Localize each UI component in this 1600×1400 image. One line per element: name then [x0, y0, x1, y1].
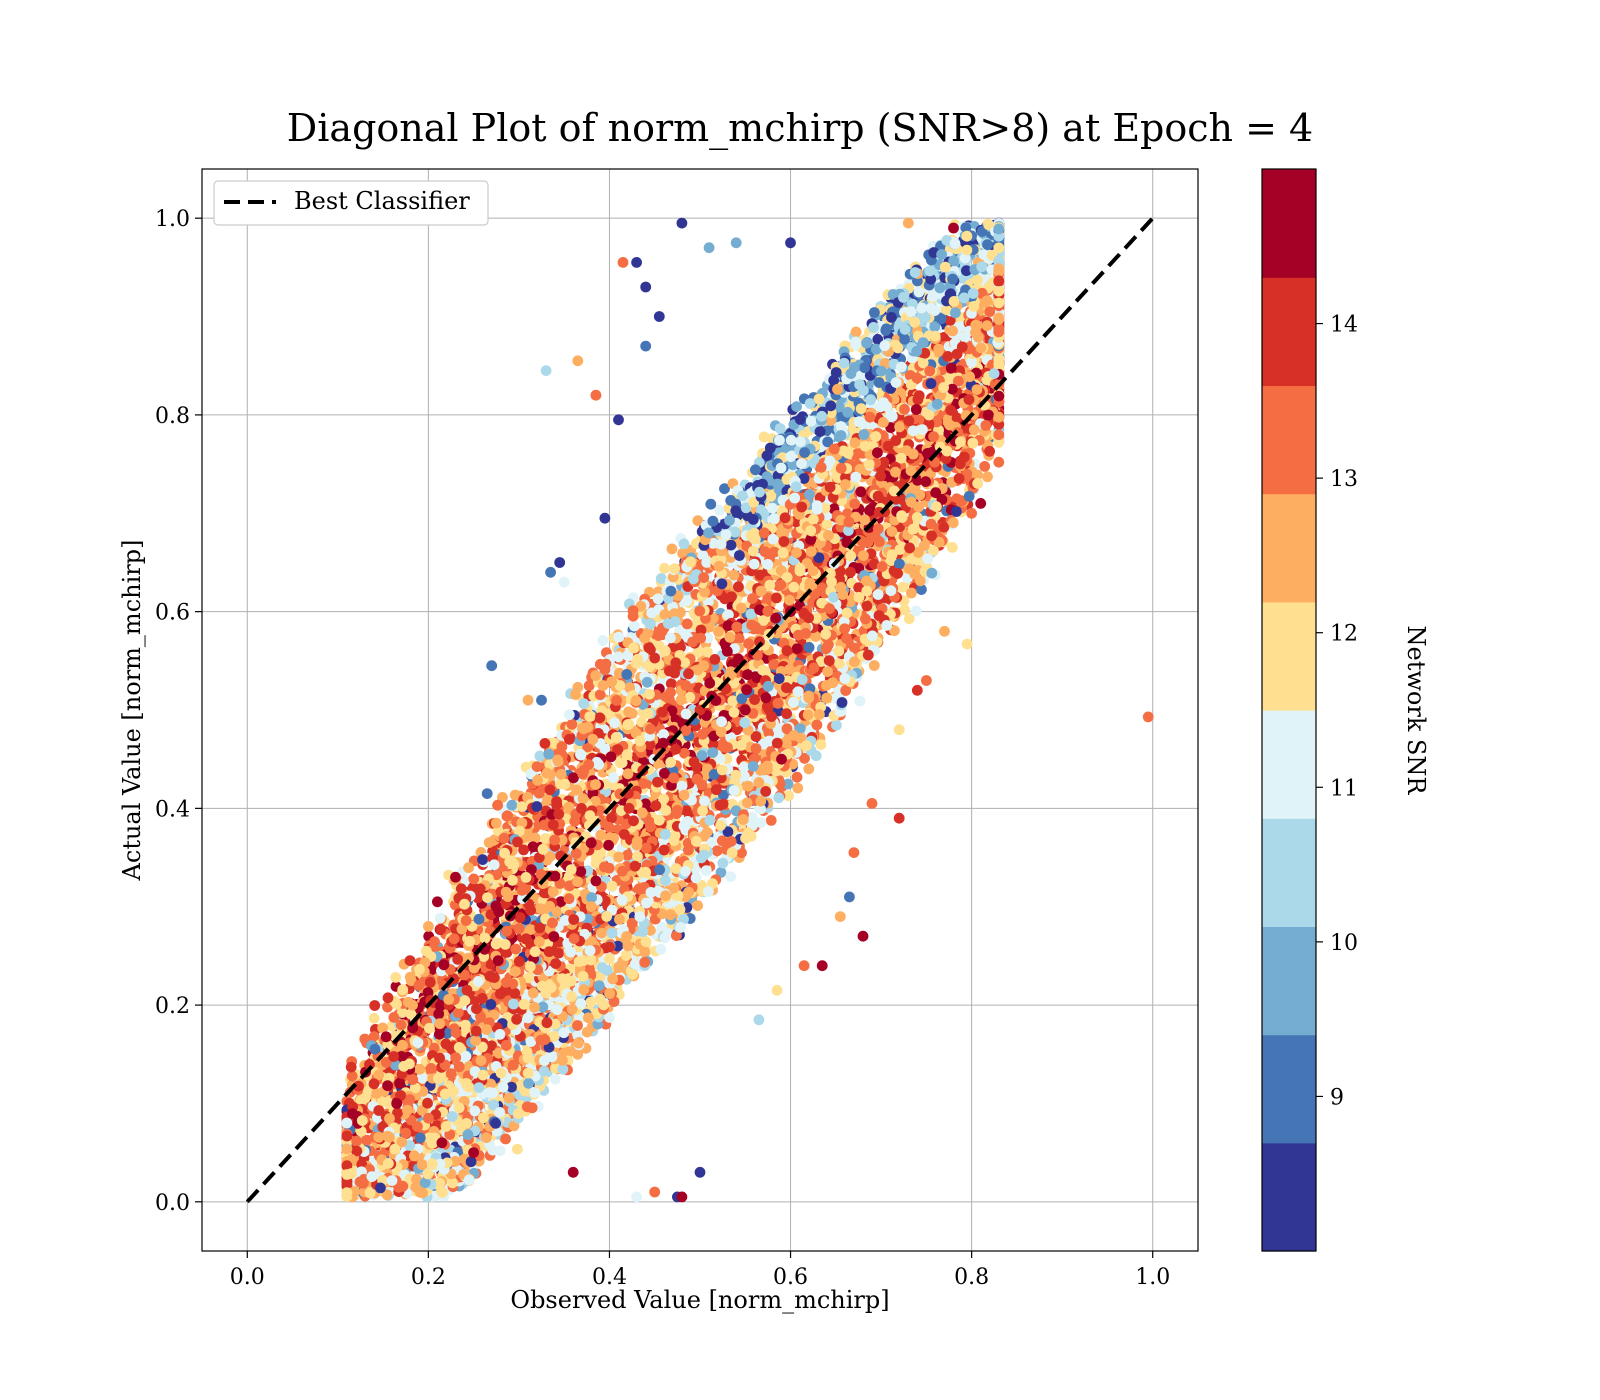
- scatter-point: [719, 483, 730, 495]
- scatter-point: [606, 812, 617, 824]
- scatter-point: [583, 680, 595, 692]
- scatter-point: [850, 326, 862, 338]
- scatter-point: [961, 265, 972, 277]
- scatter-point: [899, 604, 910, 616]
- scatter-point: [903, 613, 915, 625]
- chart-title: Diagonal Plot of norm_mchirp (SNR>8) at …: [287, 106, 1313, 151]
- scatter-point: [704, 621, 716, 633]
- scatter-point: [369, 1000, 381, 1011]
- scatter-point: [707, 612, 719, 624]
- scatter-point: [556, 973, 568, 984]
- scatter-point: [397, 984, 409, 996]
- scatter-point: [854, 695, 866, 707]
- scatter-point: [604, 953, 615, 965]
- scatter-point: [868, 660, 880, 671]
- scatter-point: [655, 573, 667, 584]
- scatter-point: [368, 1012, 380, 1024]
- scatter-point: [725, 871, 736, 882]
- scatter-point: [604, 1012, 615, 1023]
- scatter-point: [782, 778, 794, 790]
- scatter-point: [637, 778, 649, 789]
- scatter-point: [404, 955, 416, 966]
- scatter-point: [596, 927, 607, 939]
- scatter-point: [755, 817, 767, 828]
- scatter-point: [390, 972, 402, 983]
- scatter-point: [497, 792, 508, 803]
- scatter-point: [665, 678, 677, 690]
- scatter-point: [637, 926, 648, 937]
- scatter-point: [600, 786, 612, 798]
- scatter-point: [947, 542, 958, 553]
- scatter-point: [831, 719, 842, 731]
- scatter-point: [938, 331, 950, 343]
- scatter-point: [639, 946, 651, 958]
- scatter-point: [572, 1048, 584, 1060]
- scatter-point: [623, 706, 634, 718]
- scatter-point: [982, 471, 993, 483]
- scatter-point: [680, 805, 692, 816]
- scatter-point: [861, 600, 873, 612]
- scatter-point: [692, 515, 704, 527]
- scatter-point: [677, 548, 688, 559]
- scatter-point: [346, 1070, 358, 1082]
- scatter-point: [792, 782, 804, 794]
- scatter-points: [341, 217, 1154, 1203]
- scatter-point: [368, 1031, 380, 1042]
- scatter-point: [815, 656, 827, 667]
- scatter-point: [692, 647, 704, 658]
- scatter-point: [549, 1073, 561, 1085]
- scatter-point: [815, 739, 827, 750]
- scatter-point: [916, 584, 927, 595]
- scatter-point: [659, 932, 671, 944]
- scatter-point: [765, 815, 777, 826]
- scatter-point: [736, 847, 747, 859]
- scatter-point: [666, 543, 678, 555]
